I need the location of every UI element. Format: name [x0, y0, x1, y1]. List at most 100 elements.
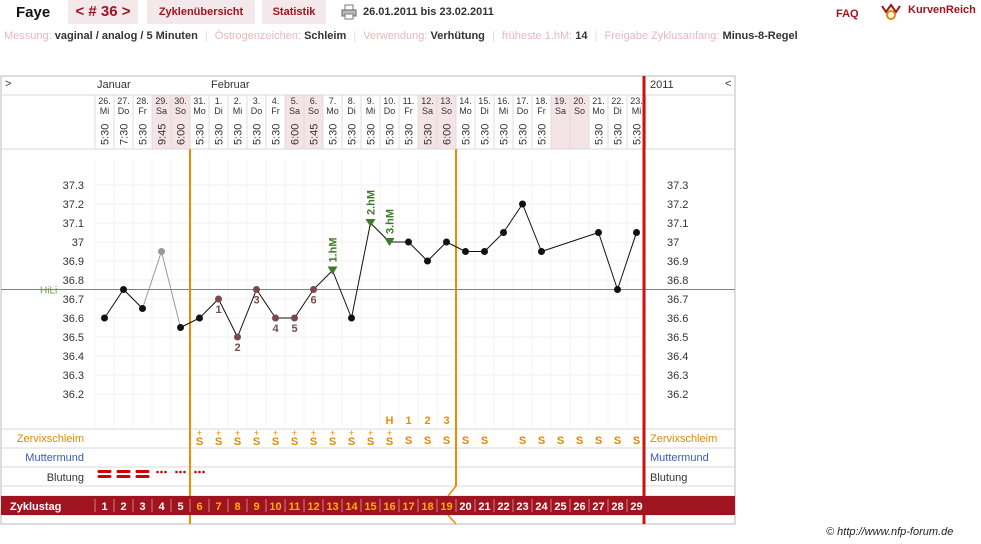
date-label: 11.: [403, 96, 415, 106]
brand-name[interactable]: KurvenReich: [908, 4, 976, 16]
temperature-segment: [598, 232, 618, 290]
low-temp-label: 3: [253, 295, 259, 307]
time-label: 6:00: [290, 124, 302, 145]
time-label: 5:30: [347, 124, 359, 145]
low-temp-label: 2: [234, 342, 240, 354]
y-tick-left: 37: [72, 237, 84, 249]
temperature-segment: [313, 270, 333, 290]
nav-right-button: <: [725, 78, 731, 90]
cycle-day-number: 3: [139, 501, 145, 513]
date-range: 26.01.2011 bis 23.02.2011: [363, 6, 494, 18]
mucus-entry: S: [481, 435, 488, 447]
weekday-label: So: [175, 106, 186, 116]
cycle-day-number: 1: [101, 501, 107, 513]
infertile-marker: [447, 514, 457, 525]
y-tick-right: 37: [667, 237, 679, 249]
cycle-day-bar: [1, 496, 735, 515]
date-label: 1.: [215, 96, 223, 106]
time-label: 6:00: [442, 124, 454, 145]
temperature-point: [234, 333, 241, 341]
low-temp-label: 1: [215, 304, 221, 316]
weekday-label: Sa: [156, 106, 167, 116]
weekday-label: Mi: [100, 106, 110, 116]
time-label: 5:30: [423, 124, 435, 145]
high-marker-label: 3.hM: [385, 209, 397, 234]
cycle-day-number: 2: [120, 501, 126, 513]
mucus-plus: +: [197, 428, 202, 438]
time-label: 5:30: [271, 124, 283, 145]
info-label-earliest-hm: früheste 1.hM:: [501, 30, 573, 42]
tab-statistik[interactable]: Statistik: [262, 0, 326, 24]
row-label-cervix: Muttermund: [25, 452, 84, 464]
mucus-plus: +: [311, 428, 316, 438]
faq-link[interactable]: FAQ: [836, 8, 859, 20]
time-label: 5:30: [404, 124, 416, 145]
weekday-label: Di: [347, 106, 356, 116]
cycle-day-number: 19: [440, 501, 452, 513]
tab-zyklenuebersicht[interactable]: Zyklenübersicht: [147, 0, 255, 24]
weekday-label: Di: [214, 106, 223, 116]
info-label-measurement: Messung:: [4, 30, 52, 42]
time-label: 5:30: [613, 124, 625, 145]
weekend-shade: [285, 95, 304, 149]
cycle-selector[interactable]: < # 36 >: [68, 0, 138, 24]
high-marker-label: 2.hM: [366, 190, 378, 215]
temperature-segment: [351, 222, 371, 319]
temperature-segment: [503, 203, 523, 233]
weekend-shade: [570, 95, 589, 149]
time-label: 5:30: [385, 124, 397, 145]
cycle-day-number: 20: [459, 501, 471, 513]
bleeding-light-dot: [164, 470, 167, 474]
time-label: 5:30: [252, 124, 264, 145]
y-tick-left: 37.2: [63, 199, 84, 211]
cycle-day-number: 10: [269, 501, 281, 513]
info-value-estrogen: Schleim: [304, 30, 347, 42]
time-label: 5:30: [138, 124, 150, 145]
printer-icon[interactable]: [341, 4, 357, 20]
cycle-day-number: 24: [535, 501, 548, 513]
weekday-label: Di: [480, 106, 489, 116]
mucus-entry: S: [386, 436, 393, 448]
time-label: 5:30: [461, 124, 473, 145]
mucus-entry: S: [519, 435, 526, 447]
date-label: 20.: [573, 96, 586, 106]
mucus-plus: +: [387, 428, 392, 438]
y-tick-left: 36.3: [63, 370, 84, 382]
cycle-day-number: 14: [345, 501, 358, 513]
temperature-point: [519, 200, 526, 208]
high-marker-point: [365, 219, 376, 227]
weekday-label: Mo: [193, 106, 206, 116]
time-label: 5:30: [594, 124, 606, 145]
chart-frame: [0, 75, 736, 525]
info-label-usage: Verwendung:: [363, 30, 428, 42]
info-value-release-rule: Minus-8-Regel: [722, 30, 798, 42]
cycle-day-number: 22: [497, 501, 509, 513]
cycle-day-number: 7: [215, 501, 221, 513]
time-label: 5:30: [499, 124, 511, 145]
temperature-point: [348, 314, 355, 322]
temperature-segment: [427, 241, 447, 262]
temperature-segment: [104, 289, 124, 319]
cycle-day-number: 9: [253, 501, 259, 513]
bleeding-heavy: [116, 475, 131, 478]
info-value-earliest-hm: 14: [575, 30, 588, 42]
bleeding-light-dot: [194, 470, 197, 474]
cycle-day-number: 4: [158, 501, 165, 513]
weekday-label: Fr: [537, 106, 546, 116]
weekend-shade: [171, 95, 190, 149]
row-label-cervix-right: Muttermund: [650, 452, 709, 464]
temperature-point: [215, 295, 222, 303]
mucus-entry: S: [272, 436, 279, 448]
date-label: 18.: [535, 96, 548, 106]
y-tick-left: 37.1: [63, 218, 84, 230]
temperature-point: [196, 314, 203, 322]
y-tick-right: 36.5: [667, 332, 688, 344]
y-tick-right: 36.9: [667, 256, 688, 268]
mucus-entry: S: [196, 436, 203, 448]
cycle-day-number: 11: [289, 501, 301, 513]
temperature-point: [101, 314, 108, 322]
kurvenreich-logo-icon[interactable]: [880, 2, 902, 20]
bleeding-light-dot: [160, 470, 163, 474]
weekday-label: Fr: [271, 106, 280, 116]
bleeding-light-dot: [202, 470, 205, 474]
